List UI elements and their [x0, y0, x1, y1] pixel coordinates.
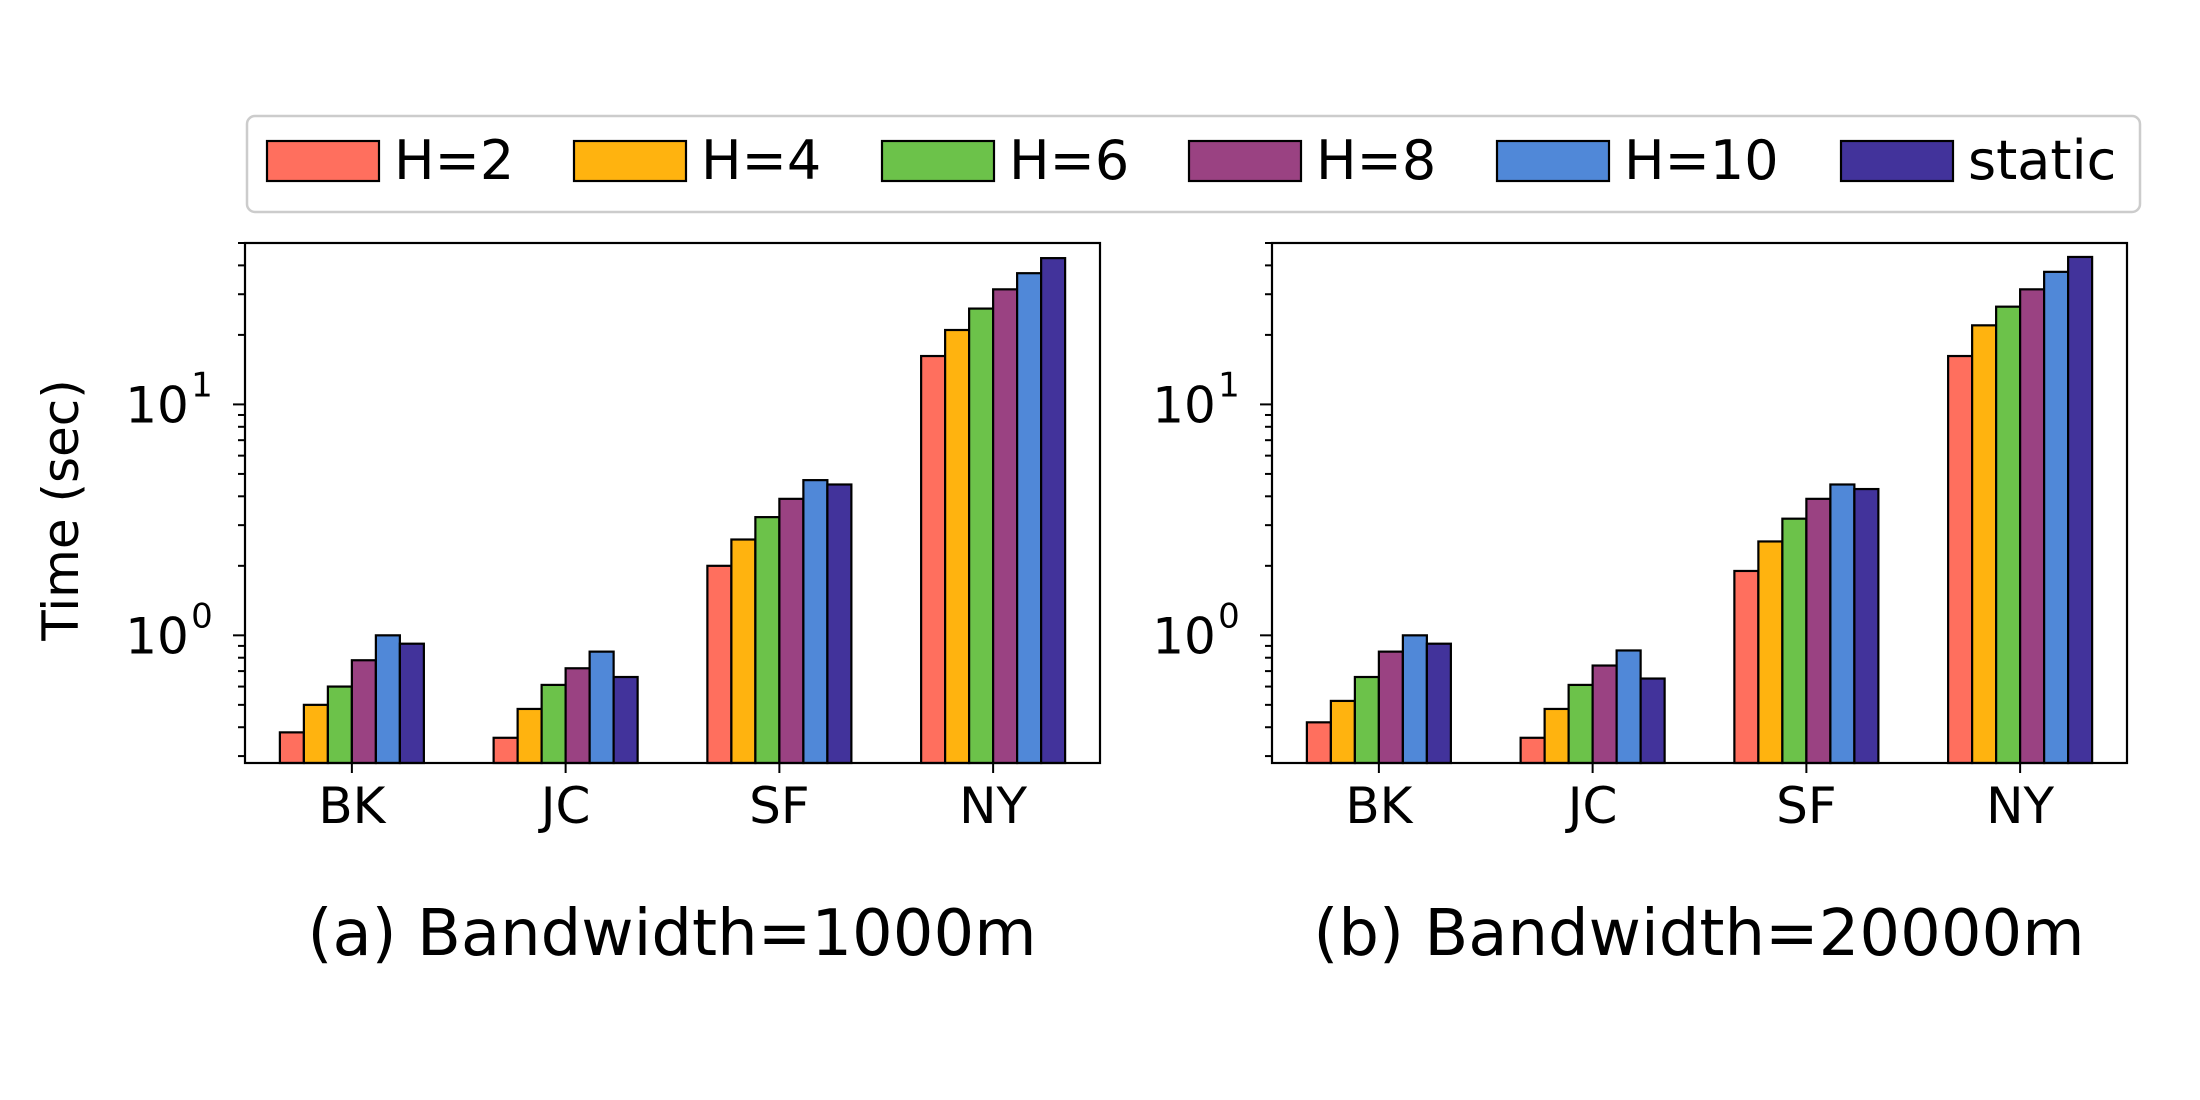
y-tick-label-1: 10 — [1152, 376, 1216, 434]
panel-b: 10 010 1BK JC SF NY(b) Bandwidth=20000m — [1152, 241, 2129, 971]
bar-sf-h2 — [706, 564, 733, 765]
y-tick-label-0: 10 — [125, 607, 189, 665]
bar-bk-static — [1425, 642, 1452, 765]
bar-sf-h4 — [730, 538, 757, 765]
bar-jc-h2 — [492, 736, 519, 765]
legend-swatch-h4 — [572, 139, 688, 183]
y-tick-label-1: 10 — [125, 376, 189, 434]
bar-sf-static — [826, 483, 853, 765]
bar-sf-h10 — [802, 479, 829, 765]
bar-ny-h6 — [968, 307, 995, 765]
bar-jc-h6 — [1567, 683, 1594, 765]
bar-bk-h10 — [374, 634, 401, 765]
x-tick-label-bk: BK — [1345, 777, 1413, 835]
legend-label-h8: H=8 — [1316, 129, 1436, 192]
bar-jc-static — [612, 675, 639, 765]
bar-ny-h8 — [2019, 288, 2046, 765]
bar-bk-h8 — [350, 659, 377, 765]
x-tick-label-bk: BK — [318, 777, 386, 835]
bar-jc-static — [1639, 677, 1666, 765]
legend-swatch-static — [1839, 139, 1955, 183]
bar-bk-h8 — [1377, 650, 1404, 765]
bar-bk-h2 — [1305, 721, 1332, 765]
bar-ny-static — [2067, 255, 2094, 765]
legend: H=2 H=4 H=6 H=8 H=10 static — [245, 114, 2142, 214]
legend-label-static: static — [1968, 129, 2116, 192]
y-tick-exponent-1: 1 — [1218, 365, 1240, 405]
bar-bk-h6 — [326, 685, 353, 765]
bar-jc-h4 — [1543, 707, 1570, 765]
x-tick-label-sf: SF — [749, 777, 810, 835]
legend-swatch-h6 — [880, 139, 996, 183]
legend-swatch-h2 — [265, 139, 381, 183]
x-tick-label-sf: SF — [1776, 777, 1837, 835]
bar-ny-h10 — [1016, 272, 1043, 765]
legend-label-h10: H=10 — [1624, 129, 1779, 192]
panel-a: 10 010 1BK JC SF NY(a) Bandwidth=1000m — [125, 241, 1102, 971]
bar-jc-h4 — [516, 707, 543, 765]
bar-ny-h4 — [944, 328, 971, 765]
bar-ny-h2 — [920, 354, 947, 765]
bar-sf-h6 — [754, 516, 781, 765]
bar-bk-h4 — [1329, 699, 1356, 765]
bar-sf-h8 — [1805, 497, 1832, 765]
bar-sf-h4 — [1757, 540, 1784, 765]
panel-title: (a) Bandwidth=1000m — [307, 897, 1036, 971]
bar-jc-h8 — [564, 667, 591, 765]
bar-bk-h6 — [1353, 675, 1380, 765]
bar-jc-h8 — [1591, 664, 1618, 765]
bar-sf-h6 — [1781, 517, 1808, 765]
x-tick-label-jc: JC — [538, 777, 591, 835]
x-tick-label-jc: JC — [1565, 777, 1618, 835]
legend-label-h4: H=4 — [701, 129, 821, 192]
x-tick-label-ny: NY — [1986, 777, 2054, 835]
y-tick-exponent-0: 0 — [1218, 596, 1240, 636]
y-axis-label-group: Time (sec) — [32, 379, 90, 642]
bar-ny-h6 — [1995, 305, 2022, 765]
x-tick-label-ny: NY — [959, 777, 1027, 835]
bar-sf-h8 — [778, 497, 805, 765]
y-axis-label: Time (sec) — [32, 379, 90, 642]
y-tick-exponent-1: 1 — [191, 365, 213, 405]
y-tick-exponent-0: 0 — [191, 596, 213, 636]
bar-jc-h10 — [1615, 649, 1642, 765]
y-tick-label-0: 10 — [1152, 607, 1216, 665]
bar-jc-h2 — [1519, 736, 1546, 765]
bar-bk-h10 — [1401, 634, 1428, 765]
plot-frame — [243, 241, 1102, 765]
bar-bk-static — [398, 642, 425, 765]
bar-ny-h8 — [992, 288, 1019, 765]
bar-ny-static — [1040, 257, 1067, 765]
bar-bk-h4 — [302, 703, 329, 765]
bar-bk-h2 — [278, 731, 305, 765]
bar-sf-h10 — [1829, 483, 1856, 765]
legend-swatch-h10 — [1495, 139, 1611, 183]
legend-label-h2: H=2 — [394, 129, 514, 192]
plot-frame — [1270, 241, 2129, 765]
bar-jc-h10 — [588, 650, 615, 765]
legend-label-h6: H=6 — [1009, 129, 1129, 192]
bar-jc-h6 — [540, 683, 567, 765]
bar-ny-h4 — [1971, 324, 1998, 765]
bar-sf-static — [1853, 487, 1880, 765]
bar-ny-h10 — [2043, 270, 2070, 765]
bar-sf-h2 — [1733, 569, 1760, 765]
bar-ny-h2 — [1947, 354, 1974, 765]
panel-title: (b) Bandwidth=20000m — [1313, 897, 2084, 971]
legend-swatch-h8 — [1187, 139, 1303, 183]
